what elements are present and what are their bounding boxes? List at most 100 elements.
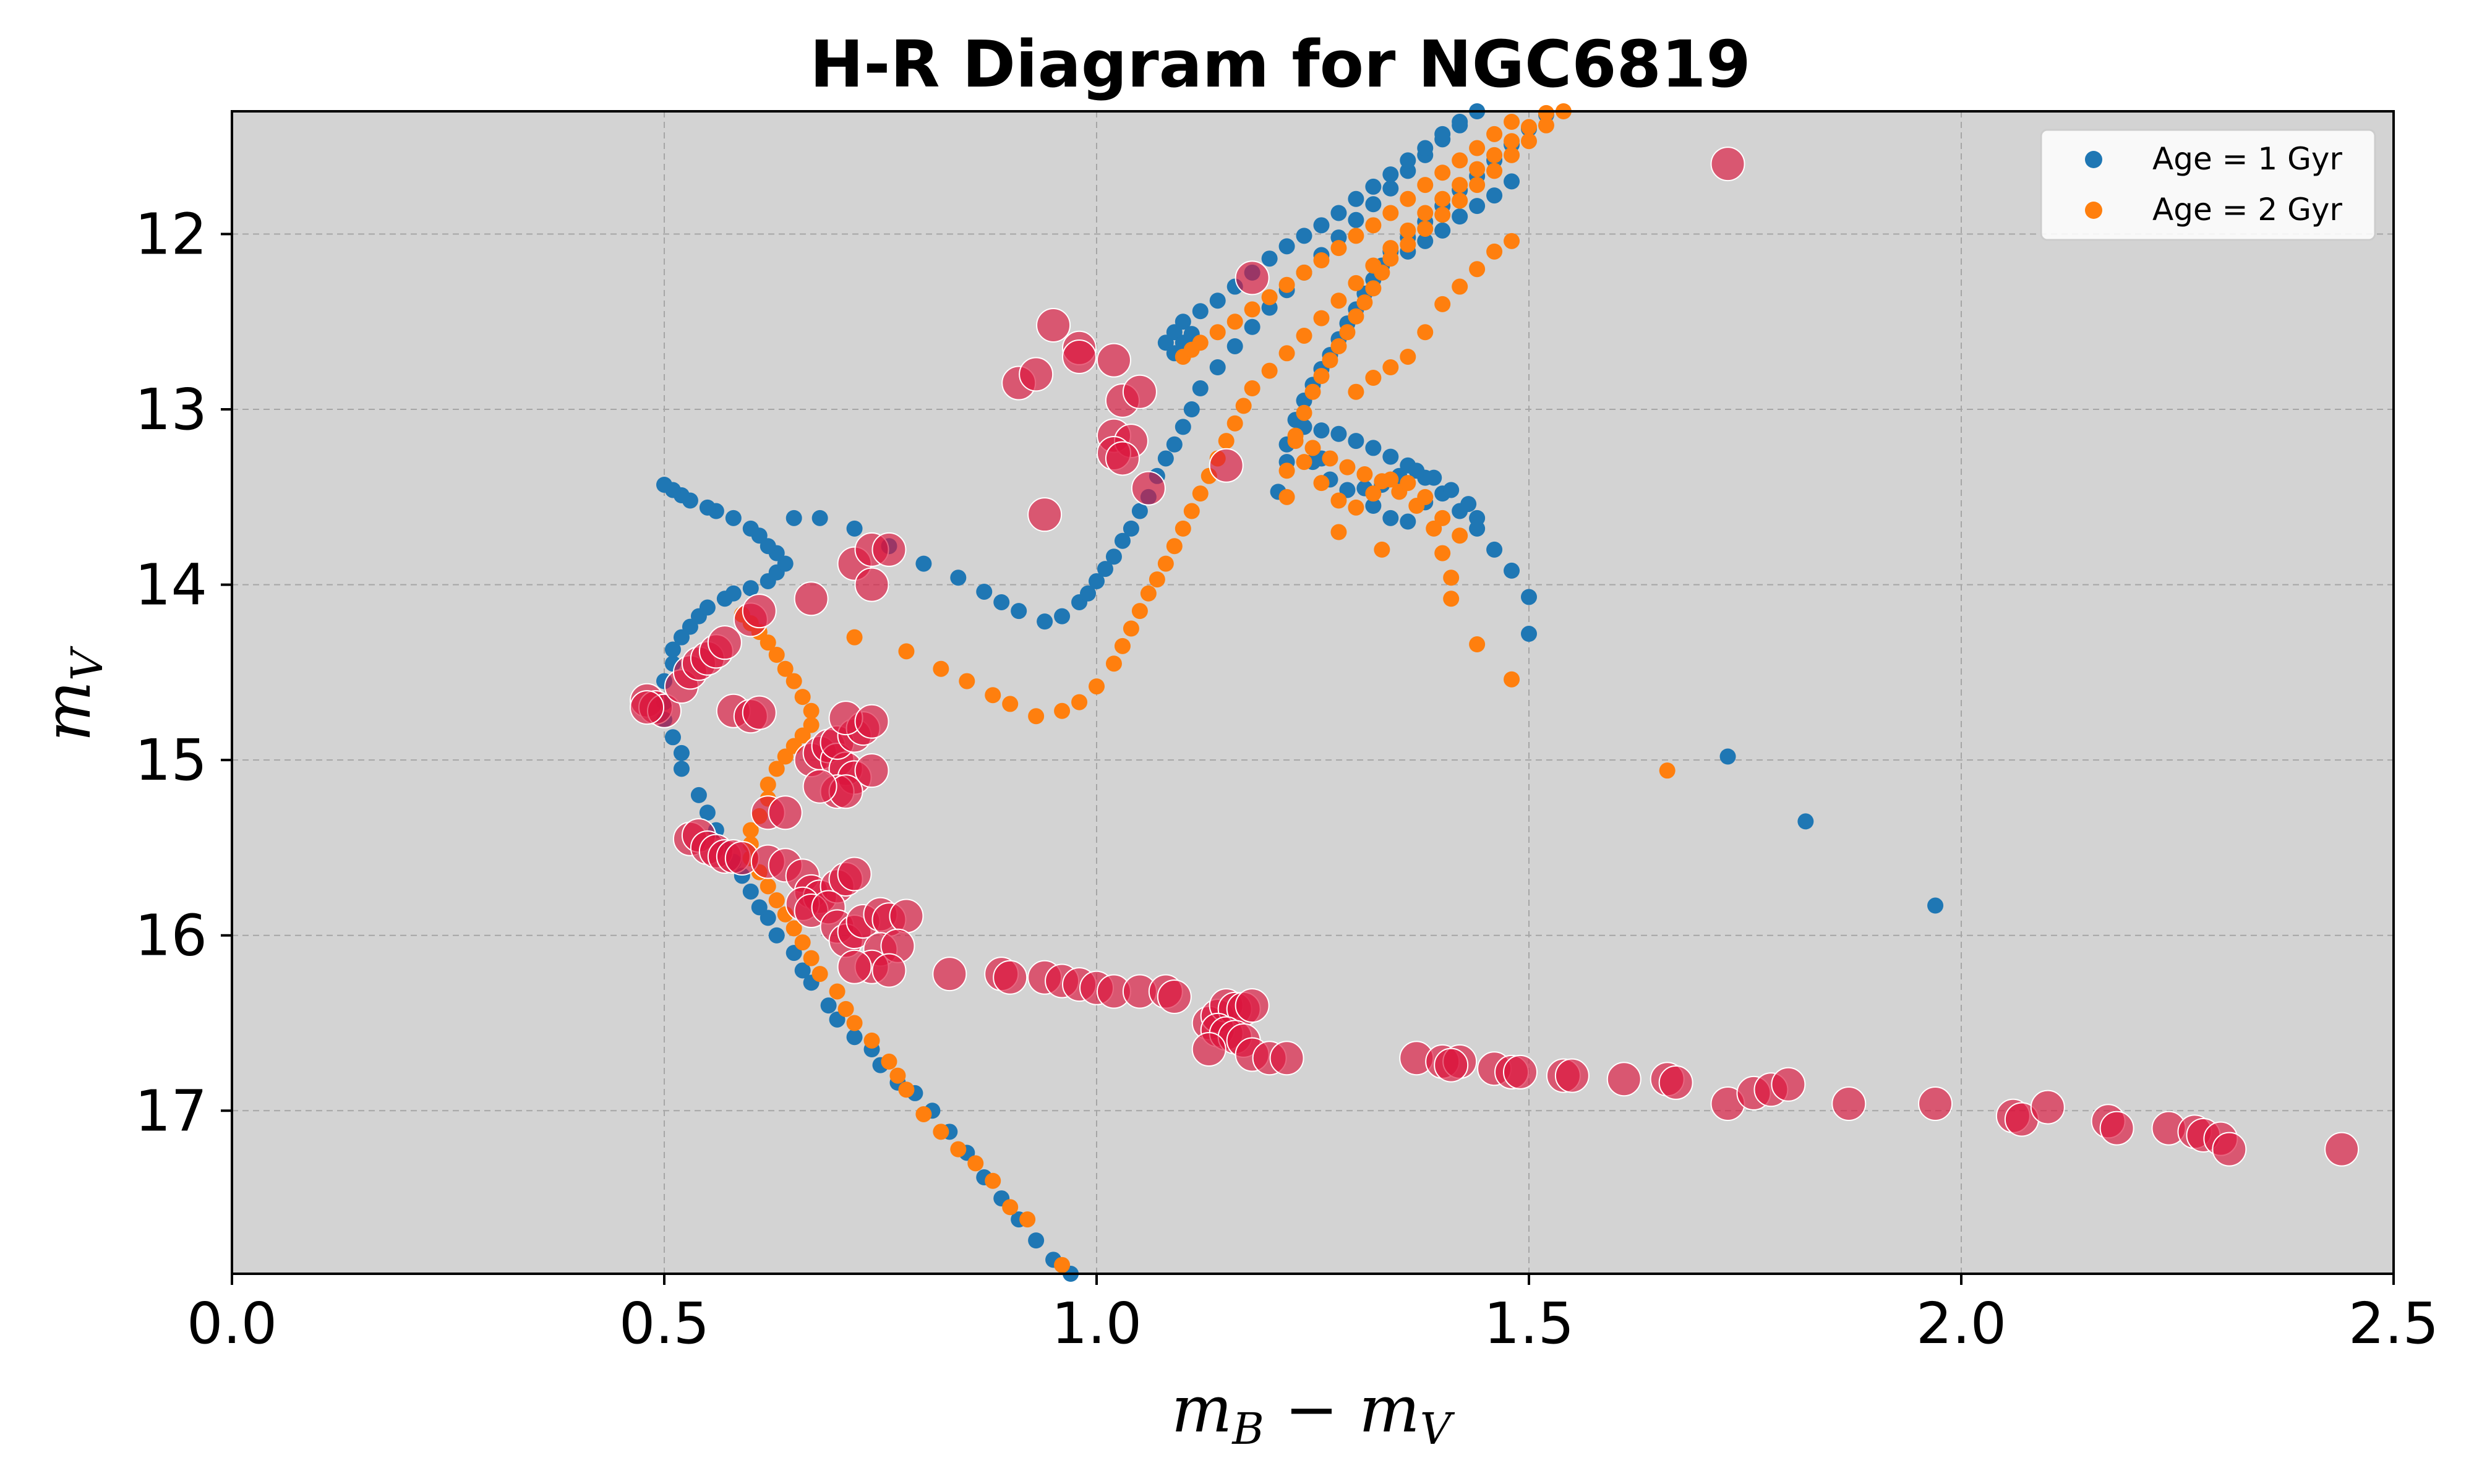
observed-star-point (854, 704, 889, 739)
age-2-gyr-point (1313, 310, 1330, 326)
age-1-gyr-point (1175, 313, 1191, 330)
age-2-gyr-point (1365, 485, 1382, 502)
age-1-gyr-point (1097, 561, 1113, 578)
age-2-gyr-point (1486, 163, 1503, 179)
age-2-gyr-point (1382, 205, 1399, 221)
observed-star-point (2324, 1132, 2360, 1167)
observed-star-point (1191, 1032, 1226, 1067)
age-2-gyr-point (1486, 147, 1503, 163)
age-1-gyr-point (673, 761, 690, 777)
age-1-gyr-point (751, 899, 768, 916)
age-2-gyr-point (1235, 398, 1252, 414)
observed-star-point (1131, 471, 1166, 506)
age-2-gyr-point (881, 1053, 897, 1070)
age-2-gyr-point (1166, 538, 1183, 555)
age-2-gyr-point (1434, 296, 1451, 312)
age-2-gyr-point (811, 966, 828, 983)
age-1-gyr-point (699, 499, 716, 516)
age-2-gyr-point (1330, 492, 1347, 509)
age-1-gyr-point (1192, 303, 1209, 320)
age-2-gyr-point (1071, 694, 1088, 710)
x-tick-label: 1.0 (1051, 1290, 1142, 1357)
age-2-gyr-point (1434, 190, 1451, 207)
age-2-gyr-point (1192, 335, 1209, 351)
age-1-gyr-point (993, 594, 1010, 610)
legend-box (2040, 129, 2376, 241)
age-1-gyr-point (699, 599, 716, 616)
age-2-gyr-point (1019, 1211, 1036, 1228)
age-2-gyr-point (1469, 177, 1486, 194)
age-2-gyr-point (1452, 177, 1468, 194)
age-1-gyr-point (768, 927, 785, 944)
age-1-gyr-point (1382, 166, 1399, 183)
age-2-gyr-point (898, 643, 915, 660)
age-1-gyr-point (656, 476, 672, 493)
age-2-gyr-point (1504, 232, 1520, 249)
age-2-gyr-point (1330, 240, 1347, 257)
age-2-gyr-point (803, 950, 820, 966)
age-2-gyr-point (1304, 440, 1321, 456)
x-label-subscript-2: V (1420, 1404, 1455, 1454)
age-1-gyr-point (1365, 196, 1382, 213)
age-1-gyr-point (976, 583, 993, 600)
age-1-gyr-point (1209, 292, 1226, 309)
age-2-gyr-point (1339, 459, 1356, 475)
age-2-gyr-point (1278, 345, 1295, 362)
age-2-gyr-point (967, 1155, 984, 1172)
age-2-gyr-point (1296, 404, 1312, 421)
age-2-gyr-point (1131, 603, 1148, 620)
observed-star-point (802, 769, 837, 804)
y-tick-label: 12 (135, 201, 207, 267)
age-1-gyr-point (1382, 510, 1399, 526)
y-tick-label: 14 (135, 552, 207, 618)
age-2-gyr-point (837, 1000, 854, 1017)
age-2-gyr-point (933, 1124, 949, 1140)
y-tick-label: 17 (135, 1078, 207, 1144)
age-1-gyr-point (1105, 548, 1122, 565)
age-2-gyr-point (768, 892, 785, 909)
observed-star-point (707, 625, 742, 660)
age-1-gyr-point (1244, 318, 1261, 335)
age-2-gyr-point (1313, 368, 1330, 385)
age-2-gyr-point (1434, 510, 1451, 526)
age-1-gyr-point (950, 569, 967, 586)
age-2-gyr-point (1417, 324, 1434, 341)
x-label-subscript-1: B (1231, 1404, 1264, 1454)
age-1-gyr-point (1486, 541, 1503, 558)
x-label-base: m (1171, 1371, 1233, 1447)
observed-star-point (1831, 1086, 1867, 1121)
age-2-gyr-point (1149, 571, 1165, 588)
age-2-gyr-point (1452, 192, 1468, 209)
observed-star-point (1606, 1062, 1641, 1097)
age-2-gyr-point (898, 1081, 915, 1098)
age-2-gyr-point (1140, 585, 1157, 602)
age-2-gyr-point (1054, 1256, 1071, 1273)
age-2-gyr-point (1443, 569, 1460, 586)
age-2-gyr-point (1002, 696, 1019, 712)
age-2-gyr-point (985, 1172, 1001, 1189)
x-tick-label: 1.5 (1484, 1290, 1574, 1357)
age-2-gyr-point (1434, 545, 1451, 561)
age-2-gyr-point (1157, 555, 1174, 572)
age-2-gyr-point (1400, 190, 1416, 207)
observed-star-point (854, 753, 889, 788)
age-2-gyr-point (1330, 524, 1347, 540)
observed-star-point (1771, 1067, 1806, 1102)
age-2-gyr-point (1089, 678, 1105, 695)
age-1-gyr-point (742, 883, 759, 900)
age-2-gyr-point (1486, 243, 1503, 260)
chart-title: H-R Diagram for NGC6819 (810, 27, 1751, 102)
age-2-gyr-point (1417, 205, 1434, 221)
age-1-gyr-point (1521, 626, 1537, 642)
age-1-gyr-point (1365, 498, 1382, 514)
age-1-gyr-point (1192, 380, 1209, 397)
age-2-gyr-point (1261, 362, 1278, 379)
observed-star-point (1434, 1047, 1469, 1083)
observed-star-point (1710, 147, 1745, 182)
age-2-gyr-point (1538, 117, 1554, 134)
age-2-gyr-point (1400, 222, 1416, 239)
age-2-gyr-point (1296, 264, 1312, 281)
age-2-gyr-point (1226, 313, 1243, 330)
age-2-gyr-point (1287, 427, 1304, 444)
x-tick-label: 0.0 (187, 1290, 277, 1357)
